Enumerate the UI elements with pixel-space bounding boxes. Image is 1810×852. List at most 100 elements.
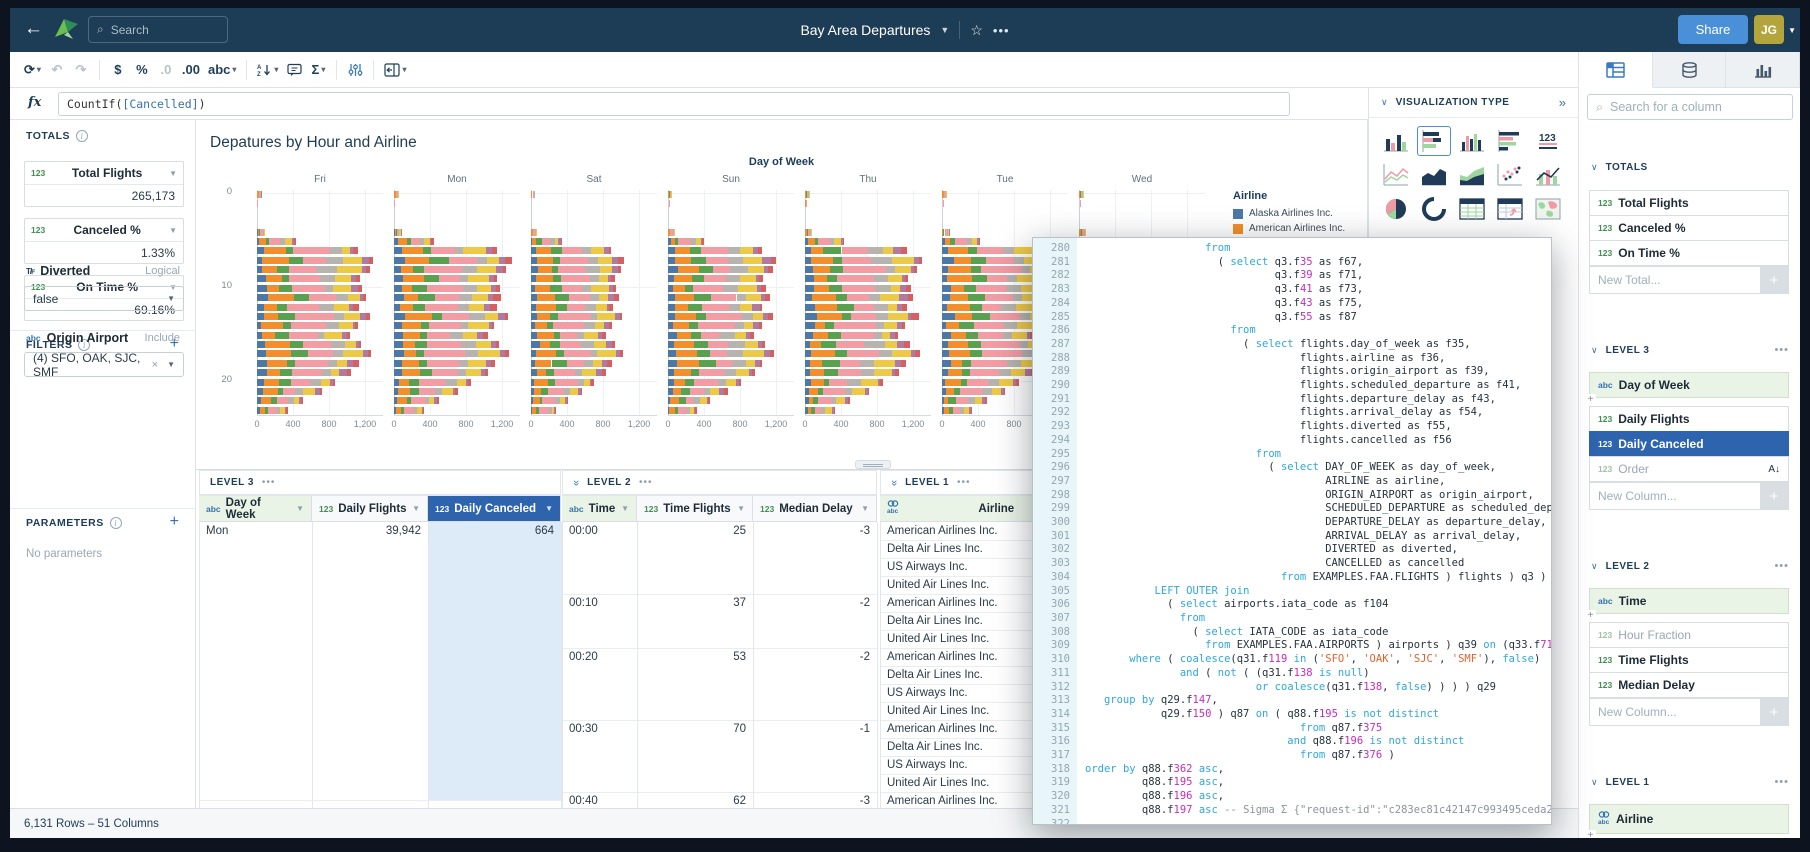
new-column-placeholder[interactable]: New Column... + [1589, 482, 1789, 510]
table-cell[interactable]: 62 [733, 795, 746, 807]
table-cell[interactable]: -2 [859, 597, 870, 609]
section-header-level-3[interactable]: ∨ LEVEL 3 ••• [1591, 344, 1789, 356]
total-card-canceled-[interactable]: 123 Canceled % ▼ 1.33% [24, 218, 184, 264]
pie-chart-icon[interactable] [1379, 194, 1413, 224]
tab-worksheet[interactable] [1579, 52, 1653, 88]
table-cell[interactable]: 39,942 [385, 525, 421, 537]
table-cell[interactable]: American Airlines Inc. [887, 723, 998, 735]
column-item-airline[interactable]: abc Airline [1589, 804, 1789, 834]
add-column-button[interactable]: + [1760, 483, 1788, 509]
info-icon[interactable]: i [78, 339, 91, 351]
increase-decimal-icon[interactable]: .00 [181, 62, 200, 77]
scatter-plot-icon[interactable] [1493, 160, 1527, 190]
column-header-daily-flights[interactable]: 123 Daily Flights ▼ [312, 495, 428, 522]
total-card-total-flights[interactable]: 123 Total Flights ▼ 265,173 [24, 161, 184, 207]
table-cell[interactable]: 00:00 [569, 525, 598, 537]
table-cell[interactable]: 00:20 [569, 651, 598, 663]
section-header-totals[interactable]: ∨ TOTALS [1591, 162, 1648, 173]
column-item-daily-flights[interactable]: 123 Daily Flights [1589, 406, 1789, 432]
table-cell[interactable]: -2 [859, 651, 870, 663]
table-cell[interactable]: US Airways Inc. [887, 561, 968, 573]
sigma-logo-icon[interactable] [54, 17, 80, 46]
table-cell[interactable]: Delta Air Lines Inc. [887, 615, 983, 627]
panel-toggle-icon[interactable]: ▾ [380, 57, 410, 83]
avatar-caret-icon[interactable]: ▼ [1788, 26, 1796, 35]
add-filter-button[interactable]: + [169, 335, 179, 352]
column-header-daily-canceled[interactable]: 123 Daily Canceled ▼ [428, 495, 561, 522]
share-button[interactable]: Share [1678, 15, 1748, 44]
single-value-icon[interactable]: 123 [1531, 126, 1565, 156]
table-cell[interactable]: 00:30 [569, 723, 598, 735]
section-header-level-2[interactable]: ∨ LEVEL 2 ••• [1591, 560, 1789, 572]
sql-query-popup[interactable]: 280 281 282 283 284 285 286 287 288 289 290 291 292 2… [1032, 237, 1552, 825]
table-title-bar-level-3[interactable]: LEVEL 3 ••• [199, 470, 561, 495]
column-item-day-of-week[interactable]: abc Day of Week [1589, 372, 1789, 398]
pivot-table-icon[interactable] [1493, 194, 1527, 224]
table-cell[interactable]: -1 [859, 723, 870, 735]
title-caret-icon[interactable]: ▼ [940, 25, 950, 35]
table-cell[interactable]: 70 [733, 723, 746, 735]
table-cell[interactable]: American Airlines Inc. [887, 597, 998, 609]
column-chart-icon[interactable] [1455, 126, 1489, 156]
column-item-time[interactable]: abc Time [1589, 588, 1789, 614]
table-cell[interactable]: US Airways Inc. [887, 687, 968, 699]
column-item-median-delay[interactable]: 123 Median Delay [1589, 672, 1789, 698]
table-cell[interactable]: 25 [733, 525, 746, 537]
legend-item[interactable]: American Airlines Inc. [1233, 223, 1345, 234]
new-column-placeholder[interactable]: New Total... + [1589, 266, 1789, 294]
column-item-on-time-%[interactable]: 123 On Time % [1589, 240, 1789, 266]
insert-column-button[interactable]: + [1585, 394, 1596, 405]
currency-icon[interactable]: $ [114, 62, 122, 77]
table-cell[interactable]: American Airlines Inc. [887, 525, 998, 537]
column-header-time[interactable]: abc Time ▼ [562, 495, 637, 522]
stacked-bar-horizontal-icon[interactable] [1493, 126, 1527, 156]
bar-chart-icon[interactable] [1379, 126, 1413, 156]
table-cell[interactable]: Delta Air Lines Inc. [887, 741, 983, 753]
decrease-decimal-icon[interactable]: .0 [160, 62, 172, 77]
workbook-title[interactable]: Bay Area Departures [800, 22, 931, 38]
chart-title[interactable]: Depatures by Hour and Airline [210, 134, 417, 151]
combo-chart-icon[interactable] [1531, 160, 1565, 190]
chevron-down-icon[interactable]: ∨ [1381, 97, 1388, 107]
table-cell[interactable]: United Air Lines Inc. [887, 579, 990, 591]
favorite-star-icon[interactable]: ☆ [970, 21, 983, 38]
table-cell[interactable]: 53 [733, 651, 746, 663]
area-chart-stacked-icon[interactable] [1455, 160, 1489, 190]
filter-controls-icon[interactable] [343, 57, 367, 83]
more-options-icon[interactable]: ••• [992, 22, 1010, 38]
table-cell[interactable]: 37 [733, 597, 746, 609]
column-item-canceled-%[interactable]: 123 Canceled % [1589, 215, 1789, 241]
table-cell[interactable]: United Air Lines Inc. [887, 705, 990, 717]
column-item-order[interactable]: 123 Order A↓ [1589, 456, 1789, 482]
table-cell[interactable]: Mon [206, 525, 229, 537]
new-column-placeholder[interactable]: New Column... + [1589, 698, 1789, 726]
tab-data-sources[interactable] [1652, 52, 1727, 88]
formula-input[interactable]: CountIf([Cancelled]) [58, 92, 1290, 116]
column-item-hour-fraction[interactable]: 123 Hour Fraction [1589, 622, 1789, 648]
tab-visualizations[interactable] [1726, 52, 1800, 88]
area-chart-icon[interactable] [1417, 160, 1451, 190]
line-chart-icon[interactable] [1379, 160, 1413, 190]
map-icon[interactable] [1531, 194, 1565, 224]
table-cell[interactable]: -3 [859, 795, 870, 807]
bar-horizontal-icon[interactable] [1417, 126, 1451, 156]
section-header-level-1[interactable]: ∨ LEVEL 1 ••• [1591, 776, 1789, 788]
info-icon[interactable]: i [109, 517, 122, 529]
donut-chart-icon[interactable] [1417, 194, 1451, 224]
table-cell[interactable]: American Airlines Inc. [887, 651, 998, 663]
column-header-time-flights[interactable]: 123 Time Flights ▼ [637, 495, 753, 522]
filter-select-diverted[interactable]: false ▼ [24, 286, 184, 311]
column-header-day-of-week[interactable]: abc Day of Week ▼ [199, 495, 312, 522]
resize-grip[interactable] [855, 460, 891, 469]
table-cell[interactable]: -3 [859, 525, 870, 537]
table-cell[interactable]: 00:10 [569, 597, 598, 609]
add-column-button[interactable]: + [1760, 267, 1788, 293]
column-search-input[interactable]: ⌕ Search for a column [1587, 94, 1793, 120]
undo-icon[interactable]: ↶ [51, 61, 63, 77]
avatar[interactable]: JG [1754, 15, 1784, 44]
table-cell[interactable]: Delta Air Lines Inc. [887, 543, 983, 555]
table-cell[interactable]: 00:40 [569, 795, 598, 807]
table-icon[interactable] [1455, 194, 1489, 224]
add-column-button[interactable]: + [1760, 699, 1788, 725]
table-cell[interactable]: United Air Lines Inc. [887, 633, 990, 645]
